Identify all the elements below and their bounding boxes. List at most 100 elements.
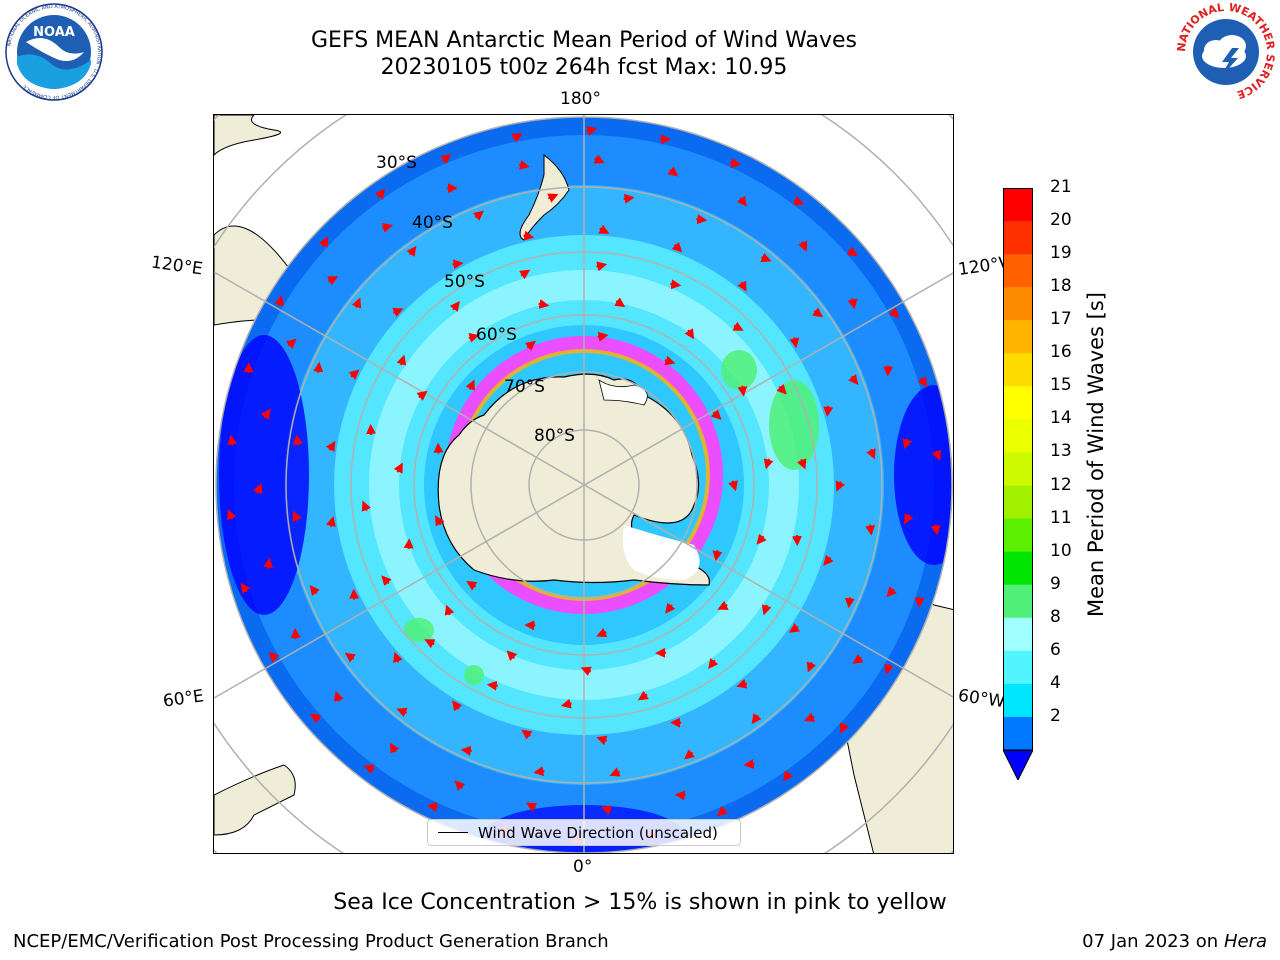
legend-label: Wind Wave Direction (unscaled)	[478, 823, 718, 842]
lat-label-70s: 70°S	[504, 377, 545, 397]
colorbar-tick-label: 10	[1050, 540, 1072, 561]
wave-direction-arrow	[268, 651, 280, 663]
weddell-sea-ice	[622, 525, 700, 580]
lat-label-50s: 50°S	[444, 272, 485, 292]
colorbar-tick-label: 20	[1050, 210, 1072, 231]
wave-direction-arrow	[424, 639, 436, 649]
wave-direction-arrow	[823, 554, 834, 566]
wave-direction-arrow	[712, 550, 723, 562]
wave-direction-arrow	[670, 279, 682, 290]
wave-direction-arrow	[348, 369, 360, 380]
wave-direction-arrow	[361, 500, 372, 512]
wave-direction-arrow	[416, 390, 428, 401]
wave-direction-arrow	[674, 790, 686, 801]
wave-direction-arrow	[454, 780, 466, 792]
wave-direction-arrow	[623, 193, 635, 204]
footer-date: 07 Jan 2023 on Hera	[1082, 931, 1267, 952]
wave-direction-arrow	[326, 516, 336, 528]
wave-direction-arrow	[449, 301, 460, 312]
wave-direction-arrow	[931, 449, 941, 461]
wave-direction-arrow	[597, 331, 609, 342]
wave-direction-arrow	[452, 259, 464, 270]
wave-direction-arrow	[381, 575, 392, 587]
colorbar-segment	[1003, 650, 1033, 685]
wave-direction-arrow	[465, 379, 475, 391]
wave-direction-arrow	[433, 442, 444, 454]
wave-direction-arrow	[434, 515, 445, 527]
wave-direction-arrow	[523, 230, 535, 241]
wave-direction-arrow	[756, 533, 767, 545]
wave-direction-arrow	[526, 802, 538, 812]
wave-direction-arrow	[518, 160, 530, 170]
graticule	[214, 115, 953, 853]
wave-direction-arrow	[743, 758, 755, 769]
wave-direction-arrow	[240, 582, 251, 594]
wave-direction-arrow	[904, 513, 914, 525]
wave-direction-arrow	[917, 376, 928, 388]
colorbar-segment	[1003, 485, 1033, 520]
colorbar-segment	[1003, 584, 1033, 619]
wave-direction-arrow	[309, 585, 320, 596]
colorbar-title: Mean Period of Wind Waves [s]	[1084, 292, 1108, 617]
wave-direction-arrow	[227, 509, 237, 521]
wave-direction-arrow	[614, 297, 626, 308]
wave-direction-arrow	[521, 729, 533, 740]
wave-direction-arrow	[538, 299, 550, 309]
wave-direction-arrow	[363, 764, 375, 774]
wave-direction-arrow	[796, 458, 807, 470]
colorbar-tick-label: 13	[1050, 441, 1072, 462]
lat-label-40s: 40°S	[412, 213, 453, 233]
wave-direction-arrow	[866, 448, 876, 460]
wave-direction-arrow	[511, 133, 523, 143]
colorbar-tick-label: 6	[1050, 639, 1061, 660]
wave-direction-arrow	[736, 678, 748, 689]
wave-direction-arrow	[460, 745, 472, 756]
colorbar-segment	[1003, 287, 1033, 321]
wave-direction-arrow	[865, 524, 876, 536]
wave-direction-arrow	[292, 434, 303, 446]
wave-direction-arrow	[389, 742, 400, 754]
wave-direction-arrow	[696, 214, 708, 225]
wave-direction-arrow	[840, 722, 850, 734]
wave-direction-arrow	[326, 276, 339, 286]
wave-direction-arrow	[886, 586, 897, 598]
wave-direction-arrow	[782, 770, 794, 782]
colorbar-tick-label: 15	[1050, 375, 1072, 396]
colorbar-tick-label: 16	[1050, 342, 1072, 363]
wave-direction-arrow	[660, 134, 672, 145]
wave-direction-arrow	[396, 707, 408, 718]
wave-direction-arrow	[473, 210, 484, 221]
colorbar-segment	[1003, 551, 1033, 586]
lon-label-0: 0°	[573, 857, 593, 877]
colorbar	[1002, 188, 1034, 782]
wave-direction-arrow	[823, 405, 834, 417]
wave-direction-arrow	[290, 628, 301, 640]
wave-direction-arrow	[274, 295, 285, 307]
footer-date-text: 07 Jan 2023 on	[1082, 931, 1219, 952]
wave-direction-arrow	[285, 338, 297, 349]
wave-direction-arrow	[788, 623, 801, 633]
wave-direction-arrow	[598, 224, 610, 234]
wave-direction-arrow	[396, 354, 407, 366]
colorbar-tick-label: 17	[1050, 309, 1072, 330]
lat-label-30s: 30°S	[376, 153, 417, 173]
wave-direction-arrow	[580, 666, 592, 676]
colorbar-extend-triangle	[1002, 749, 1034, 782]
chart-title: GEFS MEAN Antarctic Mean Period of Wind …	[311, 28, 857, 53]
wave-direction-arrow	[684, 749, 695, 760]
wave-direction-arrow	[596, 735, 608, 746]
colorbar-tick-label: 19	[1050, 243, 1072, 264]
wave-direction-arrow	[883, 663, 894, 675]
colorbar-segment	[1003, 683, 1033, 718]
chart-subtitle: 20230105 t00z 264h fcst Max: 10.95	[380, 55, 788, 80]
wave-direction-arrow	[684, 328, 695, 340]
wave-direction-arrow	[325, 440, 336, 453]
wave-direction-arrow	[812, 307, 824, 318]
wave-direction-arrow	[519, 269, 531, 280]
wave-direction-arrow	[560, 698, 572, 709]
wave-direction-arrow	[664, 355, 676, 366]
wave-direction-arrow	[253, 483, 263, 495]
colorbar-ticks: 21 20 19 18 17 16 15 14 13 12 11 10 9 8 6 4 2	[1040, 0, 1100, 960]
lon-label-180: 180°	[560, 89, 601, 109]
wave-direction-arrow	[761, 604, 772, 616]
